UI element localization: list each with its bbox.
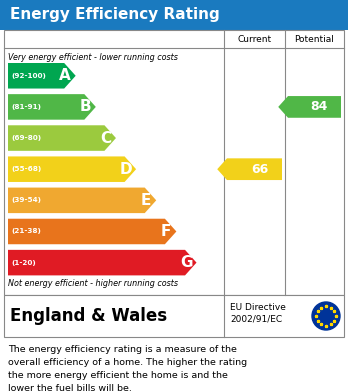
Text: (1-20): (1-20) <box>11 260 36 265</box>
Text: C: C <box>100 131 111 145</box>
Circle shape <box>312 302 340 330</box>
Text: (69-80): (69-80) <box>11 135 41 141</box>
Text: G: G <box>180 255 192 270</box>
Bar <box>0 0 348 30</box>
Text: EU Directive: EU Directive <box>230 303 286 312</box>
Polygon shape <box>8 125 116 151</box>
Text: Not energy efficient - higher running costs: Not energy efficient - higher running co… <box>8 280 178 289</box>
Text: B: B <box>79 99 91 115</box>
Text: 66: 66 <box>251 163 268 176</box>
Text: 2002/91/EC: 2002/91/EC <box>230 314 282 323</box>
Polygon shape <box>8 63 76 88</box>
Text: England & Wales: England & Wales <box>10 307 167 325</box>
Bar <box>4 30 344 295</box>
Text: E: E <box>141 193 151 208</box>
Polygon shape <box>8 94 96 120</box>
Text: (81-91): (81-91) <box>11 104 41 110</box>
Text: F: F <box>161 224 171 239</box>
Text: Current: Current <box>237 34 271 43</box>
Polygon shape <box>8 188 156 213</box>
Text: Very energy efficient - lower running costs: Very energy efficient - lower running co… <box>8 54 178 63</box>
Polygon shape <box>8 156 136 182</box>
Polygon shape <box>278 96 341 118</box>
Text: Energy Efficiency Rating: Energy Efficiency Rating <box>10 7 220 23</box>
Text: A: A <box>59 68 71 83</box>
Polygon shape <box>8 250 197 275</box>
Bar <box>4 295 344 337</box>
Text: The energy efficiency rating is a measure of the
overall efficiency of a home. T: The energy efficiency rating is a measur… <box>8 345 247 391</box>
Text: 84: 84 <box>311 100 328 113</box>
Text: (21-38): (21-38) <box>11 228 41 235</box>
Text: (92-100): (92-100) <box>11 73 46 79</box>
Text: (55-68): (55-68) <box>11 166 41 172</box>
Text: Potential: Potential <box>294 34 334 43</box>
Polygon shape <box>8 219 176 244</box>
Polygon shape <box>217 158 282 180</box>
Text: D: D <box>119 162 132 177</box>
Text: (39-54): (39-54) <box>11 197 41 203</box>
